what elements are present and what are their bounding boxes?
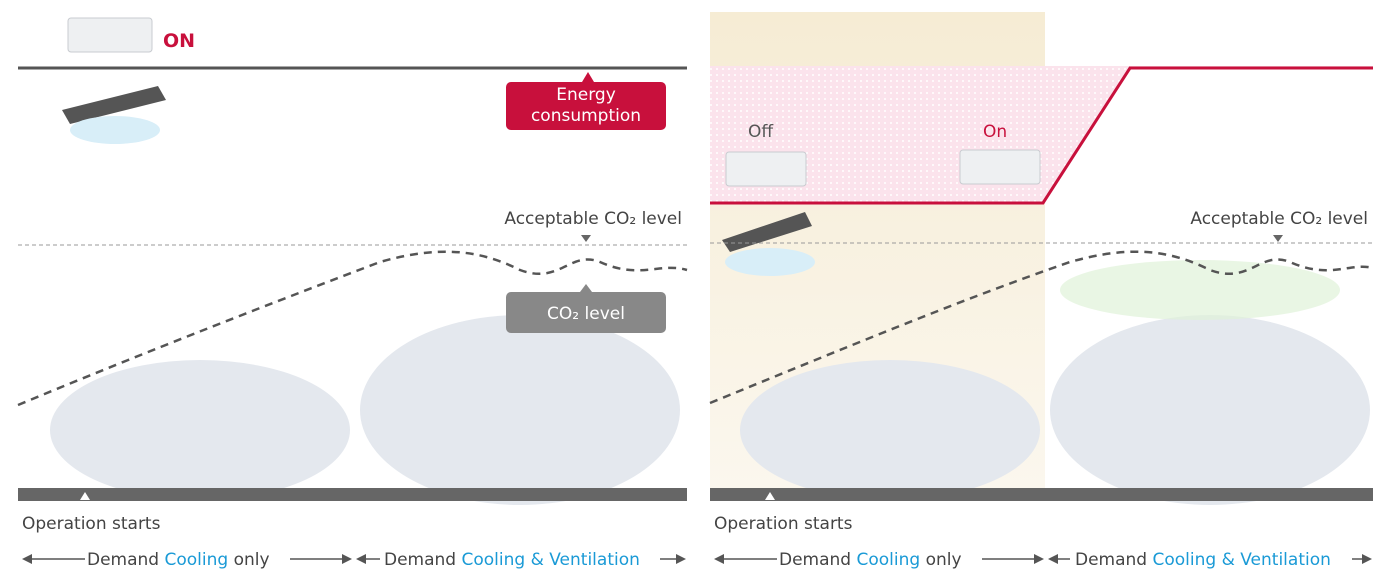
arrow-head (714, 554, 724, 564)
energy-text-line: consumption (531, 106, 641, 126)
arrow-head (1362, 554, 1372, 564)
ventilator-icon (960, 150, 1040, 184)
pointer (580, 284, 592, 292)
ventilator-icon (726, 152, 806, 186)
room-illustration (740, 360, 1040, 500)
phase-highlight: Cooling (857, 550, 921, 570)
pointer (581, 235, 591, 242)
ventilator-icon (68, 18, 152, 52)
phase-prefix: Demand (87, 550, 159, 570)
airflow (725, 248, 815, 276)
start-label: Operation starts (22, 514, 161, 534)
arrow-head (1048, 554, 1058, 564)
acceptable-label: Acceptable CO₂ level (1190, 209, 1368, 229)
phase-label: Demand Cooling & Ventilation (1075, 550, 1331, 570)
co2-label: CO₂ level (547, 304, 625, 324)
fresh-air (1060, 260, 1340, 320)
phase-label: Demand Cooling only (779, 550, 962, 570)
arrow-head (356, 554, 366, 564)
arrow-head (22, 554, 32, 564)
start-label: Operation starts (714, 514, 853, 534)
energy-area (710, 66, 1373, 203)
off-label: Off (748, 122, 774, 142)
arrow-head (676, 554, 686, 564)
phase-label: Demand Cooling only (87, 550, 270, 570)
phase-prefix: Demand (384, 550, 456, 570)
phase-highlight: Cooling & Ventilation (1153, 550, 1331, 570)
energy-text: Energy (556, 85, 616, 105)
room-illustration (360, 315, 680, 505)
phase-highlight: Cooling & Ventilation (462, 550, 640, 570)
phase-highlight: Cooling (165, 550, 229, 570)
phase-suffix: only (234, 550, 270, 570)
ground (710, 488, 1373, 501)
right-panel: Off On Acceptable CO₂ level Operation st… (710, 12, 1373, 570)
status-label: ON (163, 30, 195, 52)
pointer (1273, 235, 1283, 242)
acceptable-label: Acceptable CO₂ level (504, 209, 682, 229)
infographic: ON Energyconsumption Acceptable CO₂ leve… (0, 0, 1373, 574)
room-illustration (1050, 315, 1370, 505)
arrow-head (342, 554, 352, 564)
arrow-head (1034, 554, 1044, 564)
pointer (582, 72, 594, 82)
phase-prefix: Demand (779, 550, 851, 570)
phase-prefix: Demand (1075, 550, 1147, 570)
ground (18, 488, 687, 501)
on-label: On (983, 122, 1007, 142)
airflow (70, 116, 160, 144)
phase-label: Demand Cooling & Ventilation (384, 550, 640, 570)
phase-suffix: only (926, 550, 962, 570)
room-illustration (50, 360, 350, 500)
